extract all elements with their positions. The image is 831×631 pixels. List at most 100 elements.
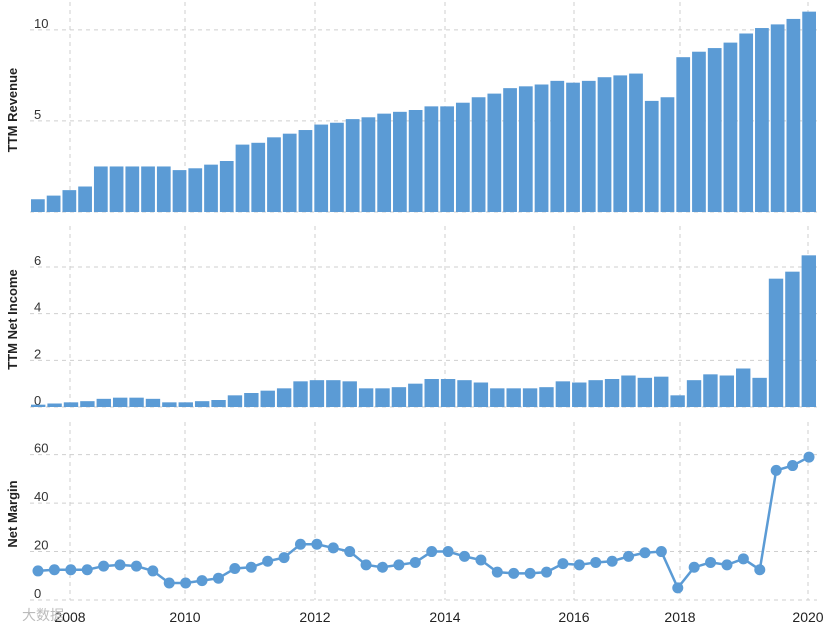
revenue-bar [31, 199, 45, 212]
revenue-bar [408, 110, 423, 212]
net-income-bar [112, 397, 128, 407]
revenue-bar [613, 75, 628, 213]
net-margin-point [705, 556, 717, 568]
revenue-bar [62, 190, 77, 212]
revenue-bar [172, 170, 187, 212]
net-income-bar [604, 379, 620, 407]
revenue-bar [534, 84, 549, 212]
net-margin-point [524, 567, 536, 579]
net-margin-point [721, 559, 733, 571]
revenue-bar [581, 80, 596, 212]
revenue-bar [440, 106, 454, 212]
net-income-bar [457, 380, 472, 407]
net-income-bar [31, 404, 46, 407]
x-tick-label: 2014 [429, 609, 460, 625]
revenue-bar [314, 124, 329, 212]
revenue-bar [755, 28, 769, 212]
net-margin-point [409, 556, 421, 568]
revenue-bar [676, 57, 691, 212]
revenue-bar [487, 93, 502, 212]
revenue-bar [786, 18, 801, 212]
net-income-bar [227, 395, 243, 407]
net-income-bar [621, 375, 636, 407]
net-income-bar [555, 381, 571, 407]
revenue-bar [361, 117, 376, 212]
net-margin-point [311, 538, 323, 550]
net-income-bar [473, 382, 489, 407]
net-margin-point [737, 553, 749, 565]
net-margin-point [639, 547, 651, 559]
watermark: 大数据 [22, 607, 64, 623]
x-tick-label: 2010 [169, 609, 200, 625]
revenue-bar [93, 166, 108, 212]
revenue-bar [629, 73, 643, 212]
net-margin-point [491, 566, 503, 578]
net-margin-point [590, 556, 602, 568]
revenue-bar [125, 166, 140, 212]
net-margin-point [360, 559, 372, 571]
revenue-ytick-label: 5 [34, 107, 41, 122]
net-margin-point [787, 460, 799, 472]
net-income-bar [194, 401, 210, 407]
revenue-bar [518, 86, 533, 212]
revenue-bar [566, 82, 580, 212]
net-income-bar [244, 393, 259, 407]
revenue-panel: 0510TTM Revenue [5, 2, 817, 213]
revenue-bar [78, 186, 92, 212]
net-margin-point [426, 546, 438, 558]
net-income-bar [47, 403, 62, 407]
net-margin-point [81, 564, 93, 576]
x-tick-label: 2020 [792, 609, 823, 625]
revenue-bar [298, 130, 313, 212]
revenue-bar [282, 133, 297, 212]
revenue-bar [424, 106, 439, 212]
net-margin-ytick-label: 40 [34, 489, 48, 504]
net-margin-point [688, 561, 700, 573]
net-margin-point [212, 572, 224, 584]
revenue-bar [692, 51, 706, 212]
net-income-bar [162, 402, 177, 407]
net-income-bar [506, 388, 521, 407]
revenue-bar [660, 97, 675, 212]
revenue-bar [377, 113, 392, 212]
revenue-bar [770, 24, 785, 213]
net-margin-point [32, 565, 44, 577]
net-margin-point [770, 464, 782, 476]
net-margin-point [754, 564, 766, 576]
net-income-ytick-label: 2 [34, 346, 41, 361]
net-margin-point [114, 559, 126, 571]
revenue-bar [109, 166, 124, 212]
net-income-ytick-label: 0 [34, 393, 41, 408]
net-margin-point [294, 538, 306, 550]
revenue-bar [802, 11, 816, 213]
net-income-bar [736, 368, 751, 407]
revenue-bar [723, 42, 738, 212]
net-income-ytick-label: 6 [34, 253, 41, 268]
net-income-bar [375, 388, 390, 407]
net-income-bar [686, 380, 702, 407]
net-income-bar [588, 380, 603, 407]
revenue-bar [156, 166, 171, 212]
net-income-bar [276, 388, 292, 407]
net-margin-panel: 0 20 40 60 Net Margin [5, 422, 817, 601]
net-income-bar [211, 400, 226, 407]
net-margin-ytick-label: 60 [34, 441, 48, 456]
revenue-ytick-label: 10 [34, 16, 48, 31]
net-income-bar [309, 380, 325, 407]
revenue-bar [330, 122, 344, 212]
net-income-bar [358, 388, 374, 407]
net-margin-point [541, 566, 553, 578]
net-income-bar [342, 381, 357, 407]
net-margin-point [130, 560, 142, 572]
net-margin-point [623, 550, 635, 562]
net-margin-point [803, 451, 815, 463]
net-margin-point [376, 561, 388, 573]
net-income-bar [719, 375, 735, 407]
net-margin-point [245, 561, 257, 573]
net-income-bar [670, 395, 685, 407]
net-income-bar [260, 390, 275, 407]
net-income-bar [129, 397, 144, 407]
revenue-bar [219, 161, 234, 212]
net-income-bar [703, 374, 718, 407]
